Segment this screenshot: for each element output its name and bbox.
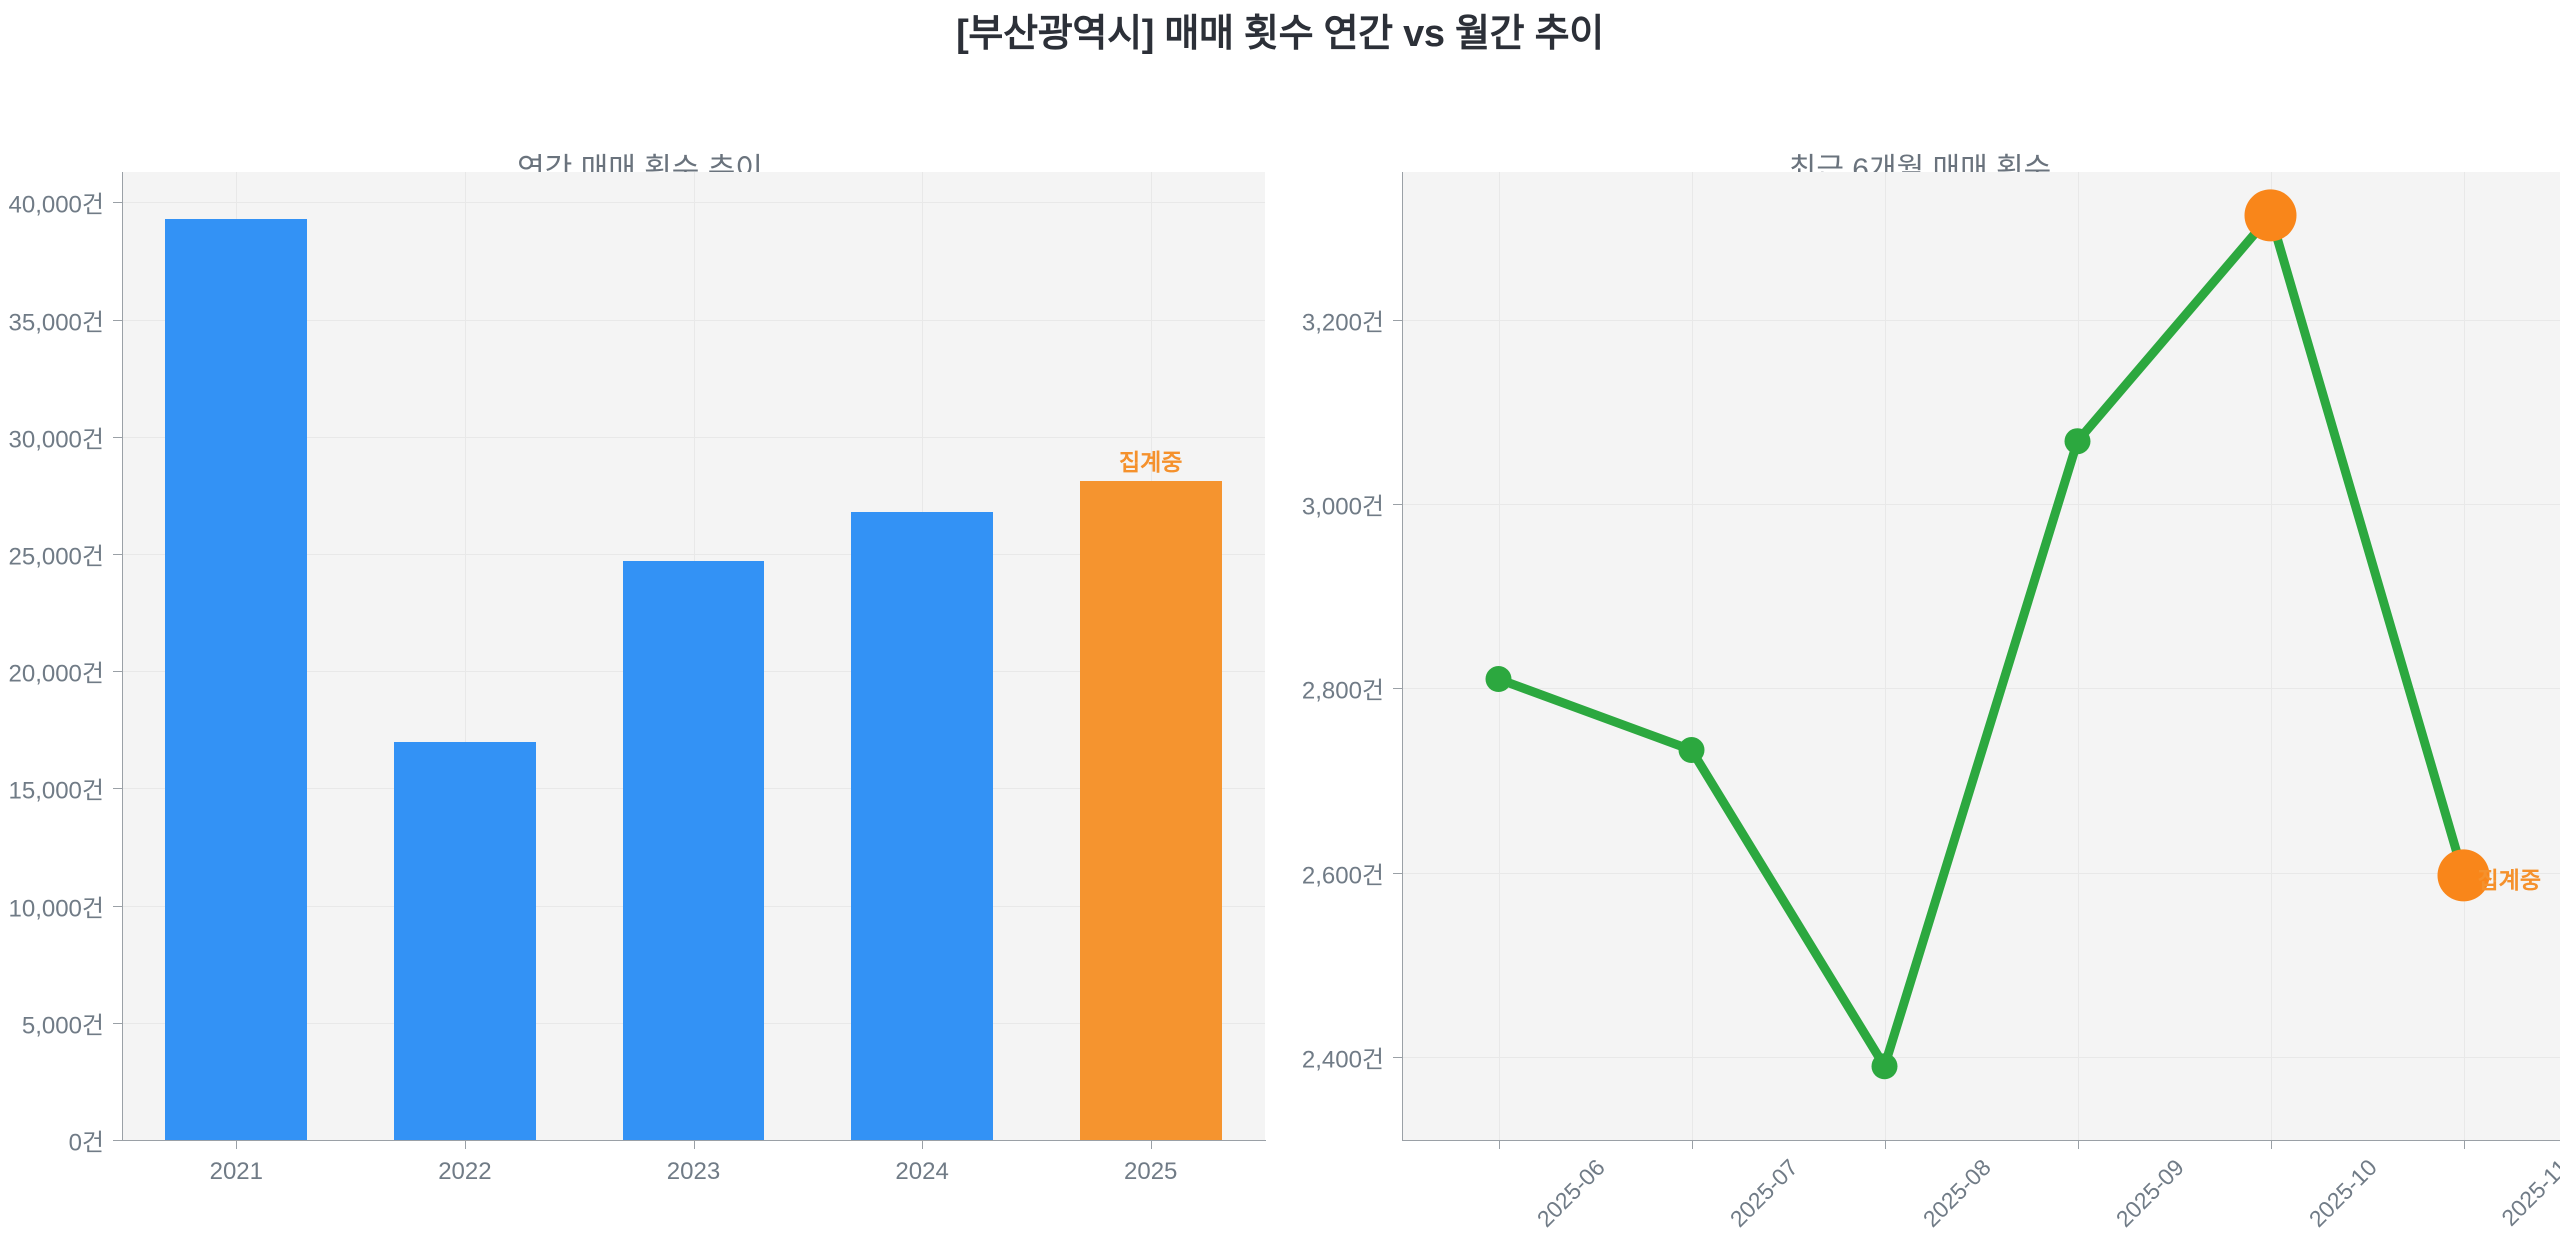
gridline-vertical <box>1884 172 1886 1140</box>
gridline-vertical <box>464 172 466 1140</box>
y-tick-label: 40,000건 <box>8 191 105 219</box>
gridline-horizontal <box>1402 872 2560 874</box>
yearly-y-axis <box>122 172 123 1141</box>
data-point-2025-09[interactable] <box>2064 428 2091 455</box>
y-tick-label: 15,000건 <box>8 777 105 805</box>
gridline-vertical <box>2463 172 2465 1140</box>
bar-2023[interactable] <box>622 561 765 1140</box>
gridline-vertical <box>1691 172 1693 1140</box>
y-tick <box>1393 319 1402 321</box>
x-tick <box>464 1140 466 1149</box>
x-tick-label: 2024 <box>895 1158 949 1185</box>
bar-2025[interactable] <box>1079 481 1222 1140</box>
y-tick-label: 3,200건 <box>1301 309 1384 336</box>
x-tick-label: 2021 <box>209 1158 263 1185</box>
y-tick-label: 3,000건 <box>1301 493 1384 521</box>
gridline-vertical <box>1498 172 1500 1140</box>
y-tick-label: 20,000건 <box>8 660 105 688</box>
x-tick <box>2077 1140 2079 1149</box>
bar-2024[interactable] <box>851 511 993 1140</box>
x-tick <box>2270 1140 2272 1149</box>
y-tick-label: 2,800건 <box>1301 677 1384 705</box>
yearly-plot-area <box>122 172 1265 1140</box>
x-tick <box>1150 1140 1152 1149</box>
y-tick <box>113 671 122 673</box>
y-tick <box>113 436 122 438</box>
y-tick-label: 30,000건 <box>8 426 105 454</box>
monthly-y-axis <box>1402 172 1403 1141</box>
gridline-horizontal <box>1402 1057 2560 1059</box>
y-tick-label: 0건 <box>68 1129 104 1157</box>
y-tick <box>113 319 122 321</box>
y-tick <box>1393 1057 1402 1059</box>
x-tick <box>1884 1140 1886 1149</box>
monthly-line-series <box>1485 189 2490 1080</box>
x-tick-label: 2022 <box>438 1158 492 1185</box>
y-tick-label: 2,600건 <box>1301 862 1384 890</box>
y-tick-label: 5,000건 <box>21 1012 104 1040</box>
y-tick <box>1393 872 1402 874</box>
data-point-2025-08[interactable] <box>1871 1053 1898 1080</box>
y-tick-label: 25,000건 <box>8 543 105 571</box>
x-tick <box>922 1140 924 1149</box>
y-tick <box>113 1140 122 1141</box>
data-point-2025-11[interactable] <box>2437 849 2490 902</box>
x-tick-label: 2025 <box>1123 1158 1178 1185</box>
monthly-series-layer <box>1402 172 2560 1140</box>
data-point-2025-06[interactable] <box>1485 666 1512 693</box>
gridline-vertical <box>2077 172 2079 1140</box>
y-tick <box>113 554 122 556</box>
bar-2022[interactable] <box>394 741 536 1140</box>
y-tick-label: 2,400건 <box>1301 1046 1384 1074</box>
x-tick-label: 2023 <box>666 1158 721 1185</box>
y-tick-label: 10,000건 <box>8 895 105 923</box>
x-tick <box>236 1140 238 1149</box>
line-annotation-in-progress: 집계중 <box>2477 867 2541 894</box>
y-tick-label: 35,000건 <box>8 309 105 337</box>
bar-2021[interactable] <box>165 218 308 1140</box>
x-tick <box>693 1140 695 1149</box>
monthly-plot-area <box>1402 172 2560 1140</box>
page-title: [부산광역시] 매매 횟수 연간 vs 월간 추이 <box>956 13 1604 55</box>
y-tick <box>1393 688 1402 690</box>
monthly-x-axis <box>1402 1140 2560 1141</box>
bar-annotation-in-progress: 집계중 <box>1118 449 1183 476</box>
gridline-horizontal <box>1402 503 2560 505</box>
y-tick <box>113 905 122 907</box>
gridline-vertical <box>2270 172 2272 1140</box>
x-tick <box>1498 1140 1500 1149</box>
gridline-horizontal <box>1402 688 2560 690</box>
data-point-2025-10[interactable] <box>2244 189 2297 242</box>
y-tick <box>113 1022 122 1024</box>
gridline-horizontal <box>1402 319 2560 321</box>
x-tick <box>2463 1140 2465 1149</box>
data-point-2025-07[interactable] <box>1678 737 1705 764</box>
y-tick <box>1393 503 1402 505</box>
x-tick <box>1691 1140 1693 1149</box>
y-tick <box>113 788 122 790</box>
y-tick <box>113 202 122 204</box>
